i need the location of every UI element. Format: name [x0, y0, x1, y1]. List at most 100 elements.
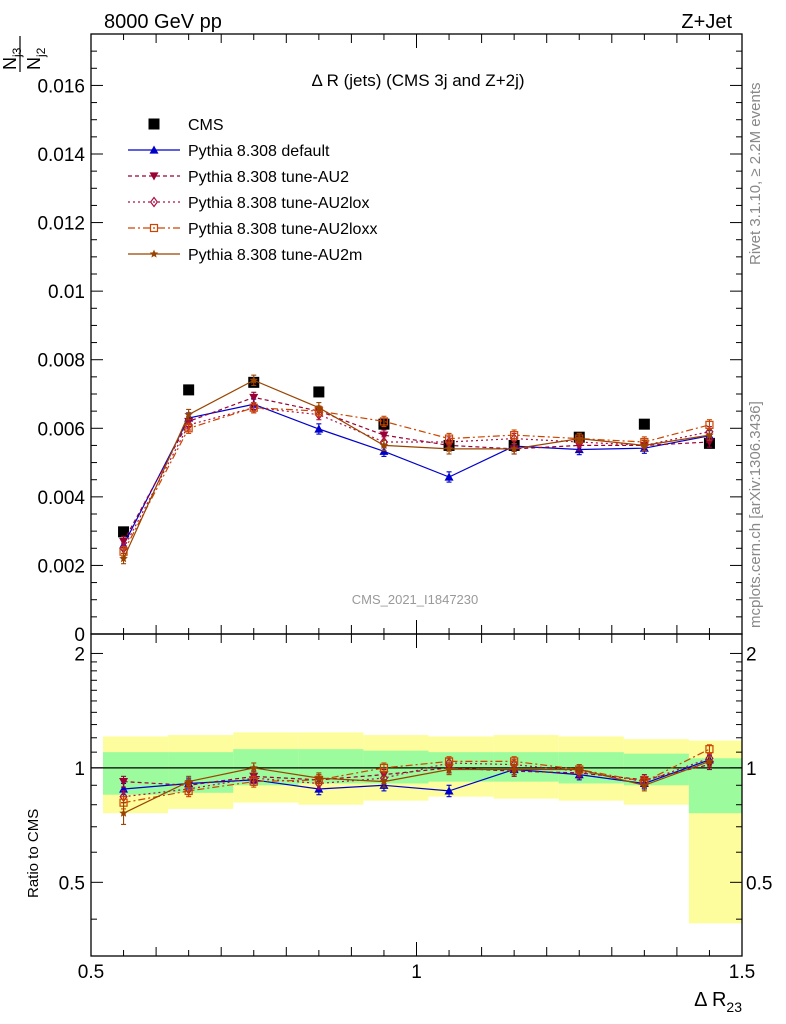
- ratio-series-pythia-8-308-tune-au2m: [119, 756, 714, 825]
- data-point: [444, 434, 454, 443]
- legend-label: Pythia 8.308 tune-AU2lox: [188, 195, 369, 212]
- data-point: [705, 420, 714, 429]
- data-point: [444, 472, 454, 481]
- main-series-cms: [118, 376, 715, 538]
- x-tick-label: 1.5: [729, 962, 755, 983]
- data-point: [119, 537, 129, 546]
- main-series-pythia-8-308-tune-au2loxx: [119, 402, 714, 558]
- data-point: [249, 375, 258, 384]
- data-point: [444, 765, 454, 774]
- legend-item: Pythia 8.308 tune-AU2loxx: [128, 221, 377, 238]
- legend-label: Pythia 8.308 default: [188, 143, 330, 160]
- svg-text:Nj2: Nj2: [24, 47, 48, 70]
- ratio-y-tick-label-right: 2: [746, 644, 757, 665]
- header-right: Z+Jet: [681, 11, 732, 33]
- data-point: [249, 777, 258, 786]
- main-series-line: [123, 403, 710, 546]
- x-tick-label: 0.5: [78, 962, 104, 983]
- data-point: [575, 765, 584, 774]
- legend-item: Pythia 8.308 default: [128, 143, 330, 160]
- data-point: [444, 444, 454, 453]
- data-point: [314, 403, 324, 412]
- data-point: [314, 424, 324, 433]
- ratio-panel: 0.5 0.5 1 1 2 2 0.5 1 1.5: [59, 633, 772, 983]
- mcplots-label: mcplots.cern.ch [arXiv:1306.3436]: [747, 401, 764, 628]
- legend-label: CMS: [188, 117, 224, 134]
- ratio-y-tick-label-right: 0.5: [746, 873, 772, 894]
- main-ylabel: Nj3 Nj2: [0, 36, 48, 72]
- legend: CMS Pythia 8.308 default Pythia 8.308 tune…: [128, 117, 377, 264]
- legend-item: Pythia 8.308 tune-AU2: [128, 169, 349, 186]
- legend-marker: [149, 172, 159, 181]
- main-series-line: [123, 379, 710, 559]
- main-series-line: [123, 407, 710, 549]
- data-point: [379, 417, 389, 426]
- data-point: [640, 780, 649, 789]
- data-point: [119, 808, 128, 817]
- ratio-y-tick-label: 1: [74, 759, 85, 780]
- y-tick-label: 0.01: [48, 282, 85, 303]
- data-point: [249, 763, 258, 772]
- main-series-pythia-8-308-tune-au2lox: [119, 402, 714, 554]
- data-point: [379, 440, 389, 450]
- y-tick-label: 0.014: [37, 145, 85, 166]
- data-point: [314, 773, 324, 782]
- data-point: [183, 384, 195, 396]
- ratio-series-line: [123, 757, 710, 798]
- legend-marker: [149, 223, 159, 233]
- uncertainty-band-inner: [493, 752, 559, 782]
- data-point: [444, 786, 454, 795]
- ratio-y-tick-label: 0.5: [59, 873, 85, 894]
- main-panel: 0 0.002 0.004 0.006 0.008 0.01 0.012 0.014 0.016: [37, 33, 743, 646]
- data-point: [379, 763, 389, 772]
- legend-item: Pythia 8.308 tune-AU2lox: [128, 195, 369, 212]
- data-point: [119, 554, 128, 563]
- main-series-pythia-8-308-tune-au2m: [119, 374, 714, 565]
- y-tick-label: 0.016: [37, 76, 85, 97]
- ratio-y-tick-label: 2: [74, 644, 85, 665]
- legend-label: Pythia 8.308 tune-AU2: [188, 169, 349, 186]
- legend-item: CMS: [148, 117, 224, 134]
- legend-label: Pythia 8.308 tune-AU2loxx: [188, 221, 377, 238]
- y-tick-label: 0.004: [37, 488, 85, 509]
- main-series-line: [123, 396, 710, 542]
- main-series-line: [123, 407, 710, 552]
- data-point: [509, 444, 519, 453]
- header-left: 8000 GeV pp: [104, 11, 222, 33]
- data-point: [509, 765, 519, 774]
- uncertainty-band-inner: [688, 758, 742, 814]
- y-tick-label: 0.008: [37, 351, 85, 372]
- ratio-series-line: [123, 760, 710, 814]
- uncertainty-band-inner: [298, 749, 364, 784]
- data-point: [249, 403, 258, 412]
- uncertainty-band-inner: [428, 752, 494, 782]
- data-point: [705, 745, 714, 754]
- data-point: [379, 431, 389, 440]
- legend-label: Pythia 8.308 tune-AU2m: [188, 247, 362, 264]
- data-point: [119, 778, 129, 787]
- main-series-pythia-8-308-tune-au2: [119, 391, 714, 548]
- data-point: [118, 526, 130, 538]
- data-point: [575, 434, 584, 443]
- data-point: [510, 433, 519, 445]
- y-tick-label: 0.002: [37, 556, 85, 577]
- ratio-y-tick-label-right: 1: [746, 759, 757, 780]
- legend-item: Pythia 8.308 tune-AU2m: [128, 247, 362, 264]
- main-title: Δ R (jets) (CMS 3j and Z+2j): [311, 71, 524, 90]
- rivet-label: Rivet 3.1.10, ≥ 2.2M events: [747, 83, 764, 266]
- legend-marker: [148, 118, 160, 130]
- legend-marker: [149, 249, 159, 258]
- watermark: CMS_2021_I1847230: [352, 592, 479, 607]
- data-point: [379, 777, 389, 786]
- data-point: [705, 430, 714, 439]
- ratio-ylabel: Ratio to CMS: [25, 809, 42, 898]
- data-point: [184, 410, 193, 419]
- data-point: [510, 431, 519, 440]
- legend-marker: [149, 196, 159, 208]
- legend-marker: [149, 145, 159, 154]
- y-tick-label: 0: [74, 625, 85, 646]
- x-tick-label: 1: [411, 962, 422, 983]
- data-point: [640, 440, 649, 450]
- ratio-series-line: [123, 748, 710, 804]
